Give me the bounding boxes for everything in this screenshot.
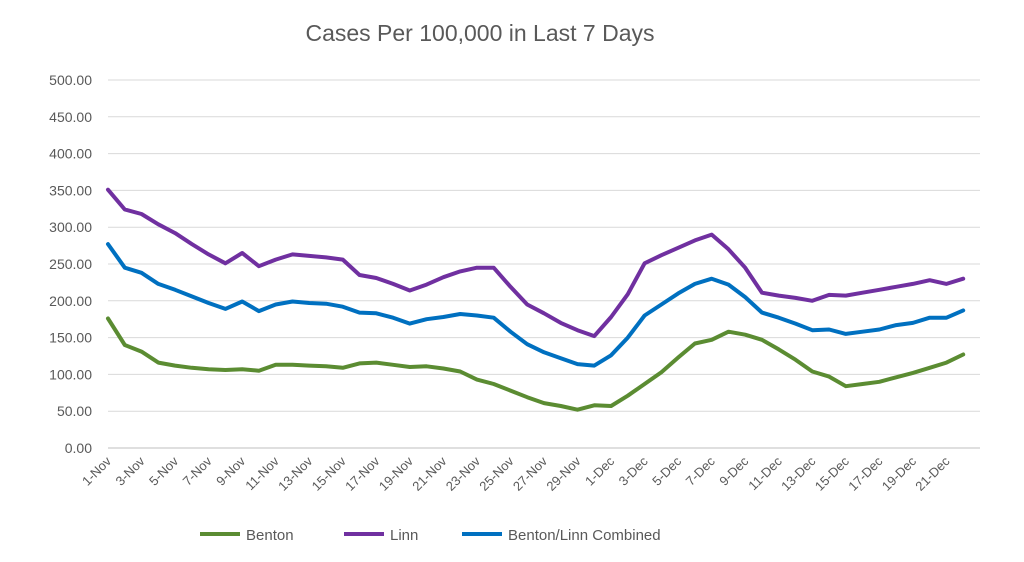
y-tick-label: 500.00 — [49, 72, 92, 88]
x-tick-label: 13-Dec — [778, 453, 819, 494]
series-lines — [106, 187, 966, 412]
chart-title: Cases Per 100,000 in Last 7 Days — [305, 20, 654, 46]
x-tick-label: 23-Nov — [443, 453, 484, 494]
y-tick-label: 450.00 — [49, 109, 92, 125]
x-tick-label: 25-Nov — [476, 453, 517, 494]
y-tick-label: 100.00 — [49, 366, 92, 382]
x-tick-label: 17-Nov — [342, 453, 383, 494]
x-tick-label: 15-Dec — [812, 453, 853, 494]
x-tick-label: 15-Nov — [309, 453, 350, 494]
x-tick-label: 17-Dec — [845, 453, 886, 494]
series-line-benton-linn-combined — [106, 242, 966, 368]
x-tick-label: 19-Dec — [879, 453, 920, 494]
legend: Benton Linn Benton/Linn Combined — [200, 527, 661, 544]
x-tick-label: 21-Dec — [912, 453, 953, 494]
y-tick-label: 200.00 — [49, 293, 92, 309]
y-axis-tick-labels: 0.00 50.00 100.00 150.00 200.00 250.00 300.00 3… — [49, 72, 92, 456]
series-line-benton — [106, 316, 966, 412]
x-tick-label: 7-Nov — [180, 453, 215, 488]
x-tick-label: 11-Nov — [242, 453, 282, 493]
x-tick-label: 5-Nov — [146, 453, 181, 488]
x-axis-tick-labels: 1-Nov3-Nov5-Nov7-Nov9-Nov11-Nov13-Nov15-… — [79, 453, 953, 494]
y-tick-label: 400.00 — [49, 146, 92, 162]
y-tick-label: 150.00 — [49, 330, 92, 346]
x-tick-label: 13-Nov — [275, 453, 316, 494]
x-tick-label: 3-Nov — [113, 453, 148, 488]
x-tick-label: 19-Nov — [376, 453, 417, 494]
series-line-linn — [106, 187, 966, 339]
x-tick-label: 29-Nov — [543, 453, 584, 494]
x-tick-label: 1-Dec — [582, 453, 617, 488]
x-tick-label: 5-Dec — [649, 453, 684, 488]
y-tick-label: 0.00 — [65, 440, 92, 456]
x-tick-label: 27-Nov — [510, 453, 551, 494]
x-tick-label: 11-Dec — [745, 453, 785, 493]
x-tick-label: 3-Dec — [616, 453, 651, 488]
x-tick-label: 1-Nov — [79, 453, 114, 488]
y-tick-label: 350.00 — [49, 182, 92, 198]
legend-label: Benton/Linn Combined — [508, 527, 661, 544]
legend-label: Linn — [390, 527, 418, 544]
y-tick-label: 300.00 — [49, 219, 92, 235]
x-tick-label: 7-Dec — [683, 453, 718, 488]
legend-label: Benton — [246, 527, 294, 544]
gridlines — [108, 79, 980, 449]
x-tick-label: 21-Nov — [409, 453, 450, 494]
y-tick-label: 50.00 — [57, 403, 92, 419]
y-tick-label: 250.00 — [49, 256, 92, 272]
